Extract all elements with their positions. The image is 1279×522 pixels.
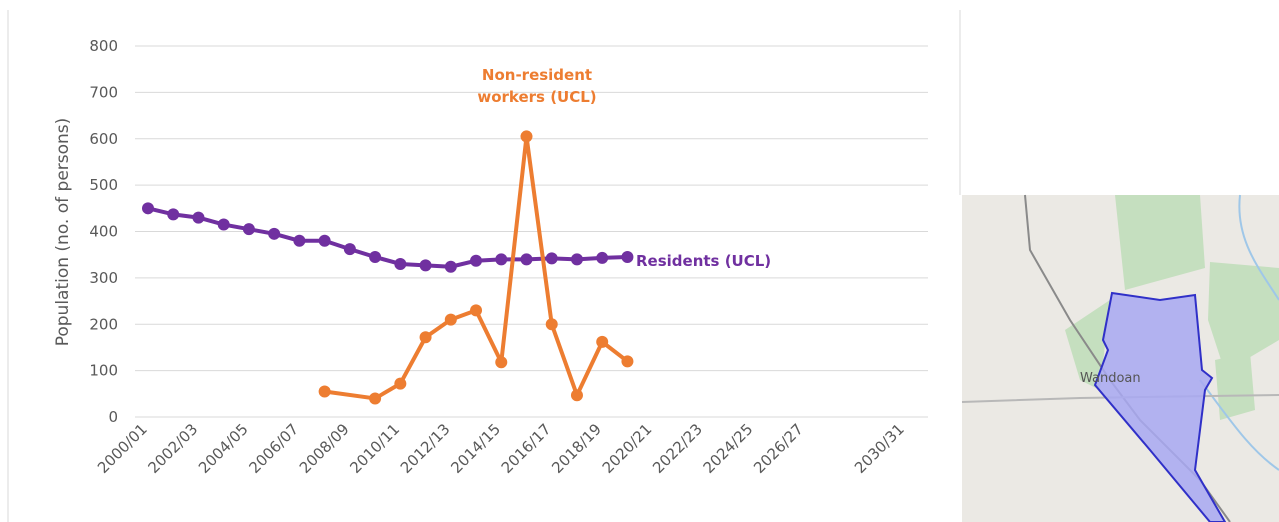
- y-axis-label: Population (no. of persons): [53, 118, 73, 347]
- map-river: [1238, 194, 1279, 301]
- data-point: [495, 356, 508, 369]
- data-point: [217, 218, 230, 231]
- data-point: [470, 304, 483, 317]
- y-tick-label: 600: [89, 130, 118, 148]
- x-tick-label: 2016/17: [498, 420, 555, 477]
- map-label: Wandoan: [1080, 371, 1141, 386]
- data-point: [192, 211, 205, 224]
- x-tick-label: 2008/09: [296, 420, 353, 477]
- map-park: [1215, 352, 1255, 420]
- data-point: [419, 259, 432, 272]
- data-point: [394, 257, 407, 270]
- map: Wandoan: [961, 194, 1279, 522]
- data-point: [520, 130, 533, 143]
- x-tick-label: 2010/11: [346, 420, 403, 477]
- x-tick-label: 2014/15: [447, 420, 504, 477]
- x-tick-label: 2000/01: [94, 420, 151, 477]
- map-park: [1208, 262, 1279, 372]
- data-point: [621, 251, 634, 264]
- data-point: [369, 392, 382, 405]
- data-point: [570, 253, 583, 266]
- y-tick-label: 700: [89, 83, 118, 101]
- series-label: Non-resident workers (UCL): [477, 66, 597, 106]
- x-tick-label: 2030/31: [851, 420, 908, 477]
- data-point: [167, 208, 180, 221]
- y-tick-label: 500: [89, 176, 118, 194]
- data-point: [444, 313, 457, 326]
- data-point: [318, 234, 331, 247]
- data-point: [318, 385, 331, 398]
- x-tick-label: 2004/05: [195, 420, 252, 477]
- data-point: [520, 253, 533, 266]
- data-point: [545, 318, 558, 331]
- map-road: [961, 394, 1279, 403]
- data-point: [419, 331, 432, 344]
- data-point: [343, 243, 356, 256]
- y-tick-label: 300: [89, 269, 118, 287]
- x-tick-label: 2022/23: [649, 420, 706, 477]
- x-tick-label: 2020/21: [599, 420, 656, 477]
- data-point: [268, 227, 281, 240]
- data-point: [596, 335, 609, 348]
- map-boundary: [1093, 291, 1227, 522]
- y-tick-label: 200: [89, 315, 118, 333]
- data-point: [596, 251, 609, 264]
- series-label: Residents (UCL): [636, 252, 772, 270]
- x-tick-label: 2018/19: [548, 420, 605, 477]
- x-tick-label: 2012/13: [397, 420, 454, 477]
- data-point: [394, 377, 407, 390]
- data-point: [495, 253, 508, 266]
- y-tick-label: 0: [108, 408, 118, 426]
- x-tick-label: 2006/07: [245, 420, 302, 477]
- data-point: [242, 223, 255, 236]
- x-tick-label: 2024/25: [700, 420, 757, 477]
- data-point: [621, 355, 634, 368]
- data-point: [570, 389, 583, 402]
- map-park: [1115, 195, 1205, 290]
- y-tick-label: 800: [89, 37, 118, 55]
- data-point: [444, 260, 457, 273]
- data-point: [293, 234, 306, 247]
- x-tick-label: 2026/27: [750, 420, 807, 477]
- data-point: [470, 254, 483, 267]
- x-tick-label: 2002/03: [144, 420, 201, 477]
- map-river: [1199, 379, 1279, 471]
- y-tick-label: 100: [89, 362, 118, 380]
- data-point: [142, 202, 154, 215]
- data-point: [369, 251, 382, 264]
- y-tick-label: 400: [89, 223, 118, 241]
- data-point: [545, 252, 558, 265]
- series-line: [324, 134, 629, 401]
